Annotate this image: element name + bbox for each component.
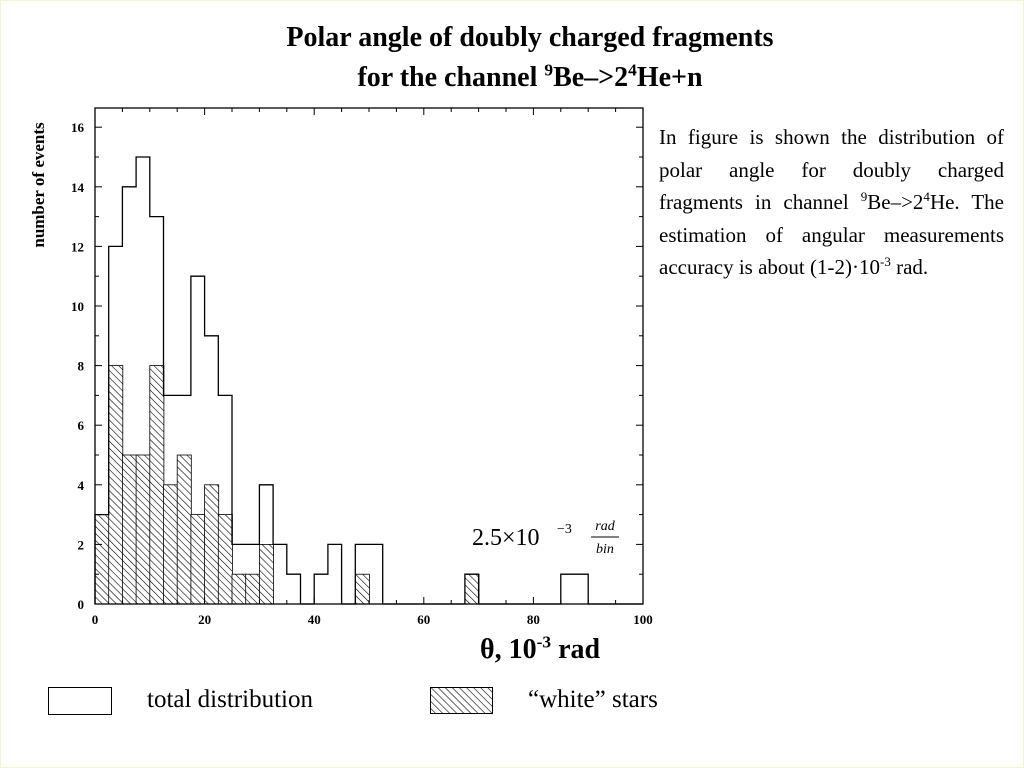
white-stars-bar: [217, 514, 233, 605]
x-tick-label: 60: [417, 612, 430, 627]
annotation-exponent: −3: [557, 522, 572, 537]
legend-total-swatch: [48, 687, 112, 715]
desc-sup-9: 9: [860, 189, 868, 204]
desc-part3: He. The estimation of angular measuremen…: [659, 190, 1004, 279]
white-stars-bar: [94, 514, 110, 605]
x-tick-label: 80: [527, 612, 540, 627]
y-tick-label: 6: [78, 418, 85, 433]
white-stars-bar: [464, 573, 480, 605]
white-stars-bar: [163, 484, 178, 605]
y-axis-label: number of events: [29, 122, 48, 248]
y-tick-label: 10: [71, 299, 84, 314]
chart-title-line2: for the channel 9Be–>24He+n: [130, 58, 930, 98]
white-stars-bar: [190, 514, 206, 605]
annotation-numerator: rad: [595, 519, 615, 534]
y-tick-label: 12: [71, 239, 84, 254]
x-tick-label: 40: [308, 612, 321, 627]
white-stars-bar: [245, 573, 261, 605]
desc-sup-exp: -3: [879, 254, 891, 269]
white-stars-bar: [231, 573, 247, 605]
title-sup-9: 9: [544, 60, 554, 80]
y-tick-label: 4: [78, 478, 85, 493]
title-sup-4: 4: [628, 60, 637, 80]
title-prefix: for the channel: [357, 62, 545, 93]
white-stars-bar: [108, 365, 124, 605]
legend-white-swatch: [430, 687, 493, 714]
x-tick-label: 100: [633, 612, 653, 627]
chart-title-line1: Polar angle of doubly charged fragments: [286, 22, 774, 53]
legend-white-label: “white” stars: [528, 686, 658, 713]
title-be: Be–>2: [553, 62, 629, 93]
desc-part1: In figure is shown the distribution of p…: [659, 125, 1004, 214]
y-tick-label: 8: [78, 359, 85, 374]
y-tick-label: 16: [71, 120, 85, 135]
y-tick-label: 14: [71, 180, 85, 195]
x-tick-label: 0: [92, 612, 99, 627]
white-stars-bar: [135, 454, 151, 605]
x-axis-label-unit: rad: [551, 634, 601, 665]
white-stars-bar: [122, 454, 137, 605]
bin-width-annotation: 2.5×10 −3 rad bin: [472, 519, 619, 557]
x-axis-label-exp: -3: [536, 632, 552, 652]
desc-part2: Be–>2: [867, 190, 924, 214]
annotation-base: 2.5×10: [472, 525, 540, 551]
annotation-denominator: bin: [596, 542, 614, 557]
x-axis-label-base: θ, 10: [480, 634, 537, 665]
legend-total-label: total distribution: [147, 686, 313, 713]
x-axis-label: θ, 10-3 rad: [480, 632, 601, 666]
white-stars-bar: [176, 454, 192, 605]
x-tick-label: 20: [198, 612, 211, 627]
white-stars-bar: [204, 484, 220, 605]
title-he: He+n: [636, 62, 703, 93]
description-text: In figure is shown the distribution of p…: [659, 121, 1004, 284]
desc-part4: rad.: [890, 255, 929, 279]
white-stars-bar: [149, 365, 165, 605]
y-tick-label: 2: [78, 537, 85, 552]
desc-sup-4: 4: [923, 189, 930, 204]
y-tick-label: 0: [78, 597, 85, 612]
white-stars-bar: [354, 573, 370, 605]
histogram-chart: 0 20 40 60 80 100 0 2 4 6 8 10 12 14 16 number of even…: [29, 107, 653, 627]
axis-ticks: 0 20 40 60 80 100 0 2 4 6 8 10 12 14 16: [71, 108, 653, 627]
white-stars-bar: [258, 544, 274, 605]
